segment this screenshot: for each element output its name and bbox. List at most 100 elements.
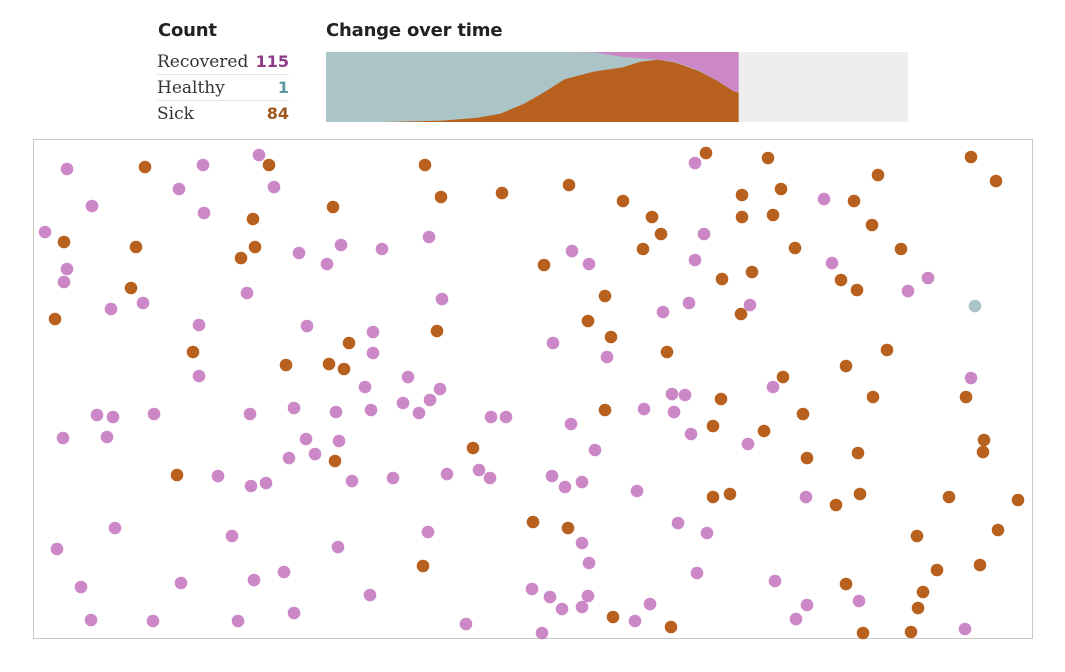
recovered-dot	[743, 298, 757, 312]
recovered-dot	[282, 451, 296, 465]
sick-dot	[598, 403, 612, 417]
sick-dot	[526, 515, 540, 529]
recovered-dot	[363, 588, 377, 602]
recovered-dot	[667, 405, 681, 419]
recovered-dot	[628, 614, 642, 628]
sick-dot	[48, 312, 62, 326]
recovered-dot	[421, 525, 435, 539]
sick-dot	[186, 345, 200, 359]
recovered-dot	[50, 542, 64, 556]
recovered-dot	[575, 475, 589, 489]
recovered-dot	[364, 403, 378, 417]
recovered-dot	[174, 576, 188, 590]
recovered-dot	[192, 369, 206, 383]
sick-dot	[598, 289, 612, 303]
sick-dot	[839, 359, 853, 373]
recovered-dot	[484, 410, 498, 424]
recovered-dot	[433, 382, 447, 396]
sick-dot	[894, 242, 908, 256]
simulation-board	[33, 139, 1033, 640]
recovered-dot	[545, 469, 559, 483]
recovered-dot	[422, 230, 436, 244]
sick-dot	[418, 158, 432, 172]
recovered-dot	[331, 540, 345, 554]
count-label: Healthy	[157, 77, 225, 98]
count-row-healthy: Healthy 1	[157, 75, 289, 101]
recovered-dot	[332, 434, 346, 448]
recovered-dot	[700, 526, 714, 540]
sick-dot	[774, 182, 788, 196]
sick-dot	[170, 468, 184, 482]
sick-dot	[850, 283, 864, 297]
recovered-dot	[108, 521, 122, 535]
healthy-dot	[968, 299, 982, 313]
sick-dot	[847, 194, 861, 208]
sick-dot	[991, 523, 1005, 537]
recovered-dot	[575, 600, 589, 614]
recovered-dot	[499, 410, 513, 424]
sick-dot	[964, 150, 978, 164]
sick-dot	[606, 610, 620, 624]
sick-dot	[734, 307, 748, 321]
sick-dot	[880, 343, 894, 357]
count-row-recovered: Recovered 115	[157, 49, 289, 75]
recovered-dot	[308, 447, 322, 461]
recovered-dot	[555, 602, 569, 616]
sick-dot	[416, 559, 430, 573]
recovered-dot	[582, 556, 596, 570]
sick-dot	[856, 626, 870, 640]
sick-dot	[904, 625, 918, 639]
sick-dot	[248, 240, 262, 254]
sick-dot	[723, 487, 737, 501]
sick-dot	[989, 174, 1003, 188]
recovered-dot	[84, 613, 98, 627]
recovered-dot	[543, 590, 557, 604]
recovered-dot	[287, 401, 301, 415]
recovered-dot	[386, 471, 400, 485]
change-over-time-chart	[326, 52, 908, 122]
sick-dot	[761, 151, 775, 165]
recovered-dot	[817, 192, 831, 206]
recovered-dot	[671, 516, 685, 530]
change-over-time-title: Change over time	[326, 20, 503, 41]
sick-dot	[776, 370, 790, 384]
recovered-dot	[799, 490, 813, 504]
sick-dot	[829, 498, 843, 512]
recovered-dot	[358, 380, 372, 394]
sick-dot	[715, 272, 729, 286]
timeline-recovered-area	[326, 52, 739, 93]
recovered-dot	[38, 225, 52, 239]
sick-dot	[337, 362, 351, 376]
recovered-dot	[104, 302, 118, 316]
recovered-dot	[259, 476, 273, 490]
sick-dot	[757, 424, 771, 438]
count-value: 1	[277, 78, 289, 97]
sick-dot	[796, 407, 810, 421]
sick-dot	[57, 235, 71, 249]
sick-dot	[735, 188, 749, 202]
count-value: 115	[255, 52, 289, 71]
recovered-dot	[244, 479, 258, 493]
count-label: Sick	[157, 103, 194, 124]
recovered-dot	[211, 469, 225, 483]
sick-dot	[326, 200, 340, 214]
recovered-dot	[247, 573, 261, 587]
recovered-dot	[85, 199, 99, 213]
recovered-dot	[600, 350, 614, 364]
sick-dot	[839, 577, 853, 591]
recovered-dot	[196, 158, 210, 172]
sick-dot	[959, 390, 973, 404]
recovered-dot	[412, 406, 426, 420]
recovered-dot	[800, 598, 814, 612]
recovered-dot	[225, 529, 239, 543]
sick-dot	[911, 601, 925, 615]
recovered-dot	[300, 319, 314, 333]
recovered-dot	[277, 565, 291, 579]
recovered-dot	[535, 626, 549, 640]
recovered-dot	[665, 387, 679, 401]
sick-dot	[714, 392, 728, 406]
sick-dot	[866, 390, 880, 404]
recovered-dot	[440, 467, 454, 481]
recovered-dot	[136, 296, 150, 310]
recovered-dot	[825, 256, 839, 270]
